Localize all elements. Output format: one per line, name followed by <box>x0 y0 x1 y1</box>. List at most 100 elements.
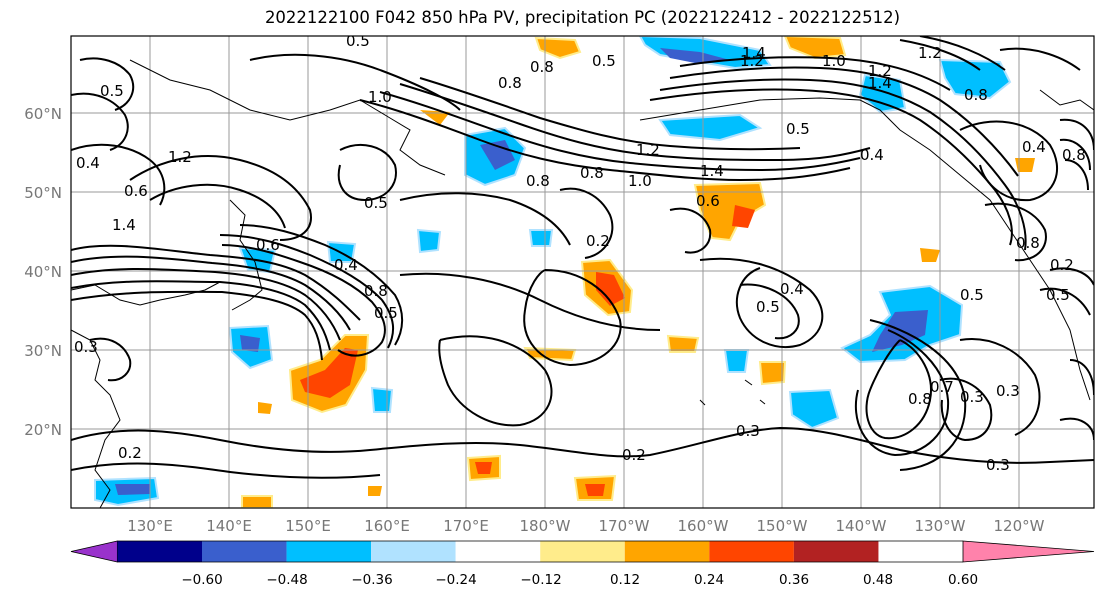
lon-tick-label: 160°E <box>364 517 410 535</box>
colorbar-tick-label: 0.48 <box>863 572 893 588</box>
colorbar-labels: −0.60 −0.48 −0.36 −0.24 −0.12 0.12 0.24 … <box>181 572 978 588</box>
precip-area <box>1015 158 1035 172</box>
contour-label: 1.2 <box>918 44 942 62</box>
colorbar-segment <box>624 541 710 562</box>
precip-area <box>416 228 442 254</box>
colorbar-tick-label: 0.24 <box>694 572 724 588</box>
colorbar-segment <box>371 541 456 562</box>
lat-tick-label: 20°N <box>24 421 62 439</box>
precip-area <box>920 248 940 262</box>
contour-label: 1.0 <box>628 172 652 190</box>
lon-tick-label: 140°E <box>206 517 252 535</box>
gridlines <box>71 36 1094 508</box>
contour-label: 1.4 <box>868 74 892 92</box>
contour-label: 0.7 <box>930 378 954 396</box>
contour-label: 0.8 <box>364 282 388 300</box>
contour-label: 1.0 <box>822 52 846 70</box>
precip-area <box>660 48 730 64</box>
colorbar-segment <box>202 541 287 562</box>
contour-label: 0.5 <box>1046 286 1070 304</box>
contour-label: 0.2 <box>622 446 646 464</box>
contour-label: 0.5 <box>374 304 398 322</box>
contour-label: 0.4 <box>76 154 100 172</box>
contour-label: 1.0 <box>368 88 392 106</box>
precip-area <box>240 335 260 352</box>
precip-area <box>115 484 150 495</box>
precip-area <box>300 348 358 398</box>
colorbar <box>70 540 1095 563</box>
contour-label: 0.5 <box>364 194 388 212</box>
colorbar-segment <box>793 541 879 562</box>
precip-area <box>480 140 515 170</box>
contour-label: 0.5 <box>100 82 124 100</box>
precip-area <box>783 36 847 60</box>
lon-tick-label: 170°W <box>599 517 650 535</box>
contour-label: 0.5 <box>346 32 370 50</box>
colorbar-frame <box>117 540 963 563</box>
contour-label: 0.3 <box>960 388 984 406</box>
precip-area <box>693 181 767 242</box>
precip-area <box>368 486 382 496</box>
contour-label: 1.2 <box>740 52 764 70</box>
contour-label: 0.5 <box>756 298 780 316</box>
map-frame <box>70 35 1095 509</box>
lon-tick-label: 130°W <box>915 517 966 535</box>
lon-tick-label: 130°E <box>127 517 173 535</box>
precip-area <box>758 361 787 386</box>
colorbar-tick-label: −0.60 <box>181 572 222 588</box>
precip-area <box>528 229 554 247</box>
contour-label: 0.8 <box>530 58 554 76</box>
lon-tick-label: 150°W <box>757 517 808 535</box>
precip-area <box>938 58 1012 100</box>
contour-label: 0.2 <box>118 444 142 462</box>
colorbar-tick-label: 0.12 <box>610 572 640 588</box>
contour-label: 1.4 <box>700 162 724 180</box>
contour-label: 0.5 <box>960 286 984 304</box>
contour-label: 0.4 <box>780 280 804 298</box>
colorbar-tick-label: 0.60 <box>948 572 978 588</box>
colorbar-segment <box>455 541 541 562</box>
lon-tick-label: 140°W <box>836 517 887 535</box>
contour-label: 0.5 <box>786 120 810 138</box>
lon-tick-label: 180°W <box>520 517 571 535</box>
colorbar-tick-label: −0.36 <box>351 572 392 588</box>
precip-shading <box>94 36 1035 508</box>
colorbar-segment <box>709 541 794 562</box>
lat-tick-label: 60°N <box>24 105 62 123</box>
lon-tick-label: 170°E <box>443 517 489 535</box>
contour-label: 0.8 <box>1062 146 1086 164</box>
precip-area <box>475 462 492 474</box>
colorbar-tick-label: 0.36 <box>779 572 809 588</box>
coastlines <box>71 59 1094 508</box>
contour-label: 0.6 <box>256 236 280 254</box>
precip-area <box>658 113 763 142</box>
precip-area <box>723 349 750 373</box>
contour-label: 0.4 <box>334 256 358 274</box>
lon-tick-label: 150°E <box>285 517 331 535</box>
lat-tick-label: 30°N <box>24 342 62 360</box>
map-title: 2022122100 F042 850 hPa PV, precipitatio… <box>264 8 901 27</box>
lat-tick-label: 50°N <box>24 184 62 202</box>
precip-area <box>420 110 450 125</box>
contour-label: 0.4 <box>860 146 884 164</box>
precip-area <box>788 388 840 430</box>
precip-area <box>732 205 755 228</box>
contour-label: 0.3 <box>74 338 98 356</box>
colorbar-extend-high <box>962 540 1095 563</box>
contour-label: 0.8 <box>908 390 932 408</box>
contour-label: 1.4 <box>742 44 766 62</box>
colorbar-tick-label: −0.12 <box>520 572 561 588</box>
precip-area <box>370 386 394 413</box>
lon-tick-label: 160°W <box>678 517 729 535</box>
colorbar-extend-low <box>70 540 118 563</box>
colorbar-tick-label: −0.24 <box>435 572 476 588</box>
colorbar-segment <box>540 541 625 562</box>
contour-label: 0.2 <box>586 232 610 250</box>
precip-area <box>872 310 928 352</box>
precip-area <box>258 402 272 414</box>
pv-contours <box>71 36 1094 479</box>
contour-label: 0.6 <box>124 182 148 200</box>
precip-area <box>666 334 700 353</box>
lat-tick-label: 40°N <box>24 263 62 281</box>
